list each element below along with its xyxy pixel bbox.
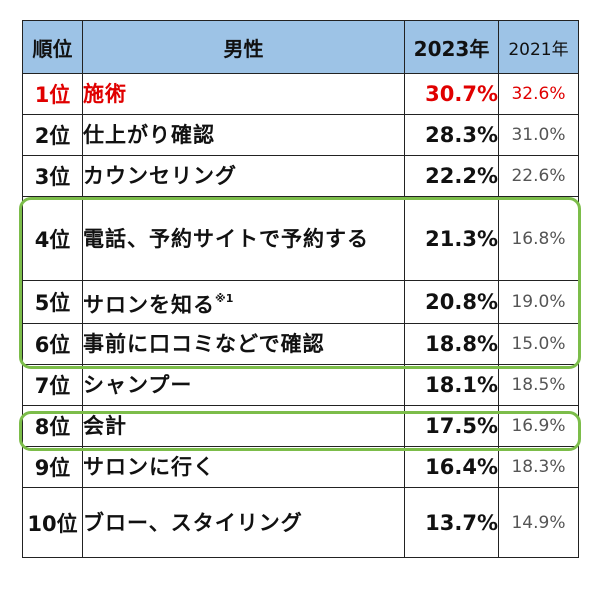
value-2023-cell: 18.8% — [404, 323, 499, 365]
value-2023-cell: 20.8% — [404, 280, 499, 324]
value-2021-cell: 15.0% — [498, 323, 579, 365]
value-2021-cell: 19.0% — [498, 280, 579, 324]
item-cell: 会計 — [82, 405, 405, 447]
value-2021-cell: 32.6% — [498, 73, 579, 115]
table-row: 2位 仕上がり確認 28.3% 31.0% — [22, 114, 579, 156]
table-row: 4位 電話、予約サイトで予約する 21.3% 16.8% — [22, 196, 579, 281]
item-label: サロンを知る — [83, 293, 215, 317]
value-2021-cell: 14.9% — [498, 487, 579, 558]
header-rank: 順位 — [22, 20, 83, 74]
value-2021-cell: 18.3% — [498, 446, 579, 488]
table-row: 9位 サロンに行く 16.4% 18.3% — [22, 446, 579, 488]
item-cell: シャンプー — [82, 364, 405, 406]
rank-cell: 4位 — [22, 196, 83, 281]
value-2023-cell: 17.5% — [404, 405, 499, 447]
header-item: 男性 — [82, 20, 405, 74]
table-row: 5位 サロンを知る※1 20.8% 19.0% — [22, 280, 579, 324]
value-2023-cell: 21.3% — [404, 196, 499, 281]
table-row: 3位 カウンセリング 22.2% 22.6% — [22, 155, 579, 197]
rank-cell: 3位 — [22, 155, 83, 197]
rank-cell: 10位 — [22, 487, 83, 558]
item-cell: 電話、予約サイトで予約する — [82, 196, 405, 281]
value-2023-cell: 30.7% — [404, 73, 499, 115]
value-2021-cell: 31.0% — [498, 114, 579, 156]
value-2023-cell: 16.4% — [404, 446, 499, 488]
item-cell: ブロー、スタイリング — [82, 487, 405, 558]
table-row: 6位 事前に口コミなどで確認 18.8% 15.0% — [22, 323, 579, 365]
item-cell: 仕上がり確認 — [82, 114, 405, 156]
item-cell: サロンに行く — [82, 446, 405, 488]
item-cell: サロンを知る※1 — [82, 280, 405, 324]
table-row: 10位 ブロー、スタイリング 13.7% 14.9% — [22, 487, 579, 558]
rank-cell: 7位 — [22, 364, 83, 406]
item-cell: カウンセリング — [82, 155, 405, 197]
value-2023-cell: 22.2% — [404, 155, 499, 197]
value-2021-cell: 16.9% — [498, 405, 579, 447]
rank-cell: 1位 — [22, 73, 83, 115]
value-2023-cell: 28.3% — [404, 114, 499, 156]
value-2021-cell: 18.5% — [498, 364, 579, 406]
value-2023-cell: 18.1% — [404, 364, 499, 406]
footnote-mark: ※1 — [215, 292, 234, 305]
value-2023-cell: 13.7% — [404, 487, 499, 558]
header-2023: 2023年 — [404, 20, 499, 74]
rank-cell: 2位 — [22, 114, 83, 156]
table-row: 8位 会計 17.5% 16.9% — [22, 405, 579, 447]
header-row: 順位 男性 2023年 2021年 — [22, 20, 579, 74]
header-2021: 2021年 — [498, 20, 579, 74]
table-row: 7位 シャンプー 18.1% 18.5% — [22, 364, 579, 406]
rank-cell: 6位 — [22, 323, 83, 365]
value-2021-cell: 22.6% — [498, 155, 579, 197]
value-2021-cell: 16.8% — [498, 196, 579, 281]
rank-cell: 8位 — [22, 405, 83, 447]
item-cell: 施術 — [82, 73, 405, 115]
rank-cell: 9位 — [22, 446, 83, 488]
rank-cell: 5位 — [22, 280, 83, 324]
item-cell: 事前に口コミなどで確認 — [82, 323, 405, 365]
table-row: 1位 施術 30.7% 32.6% — [22, 73, 579, 115]
ranking-table: 順位 男性 2023年 2021年 1位 施術 30.7% 32.6% 2位 仕… — [22, 20, 579, 558]
